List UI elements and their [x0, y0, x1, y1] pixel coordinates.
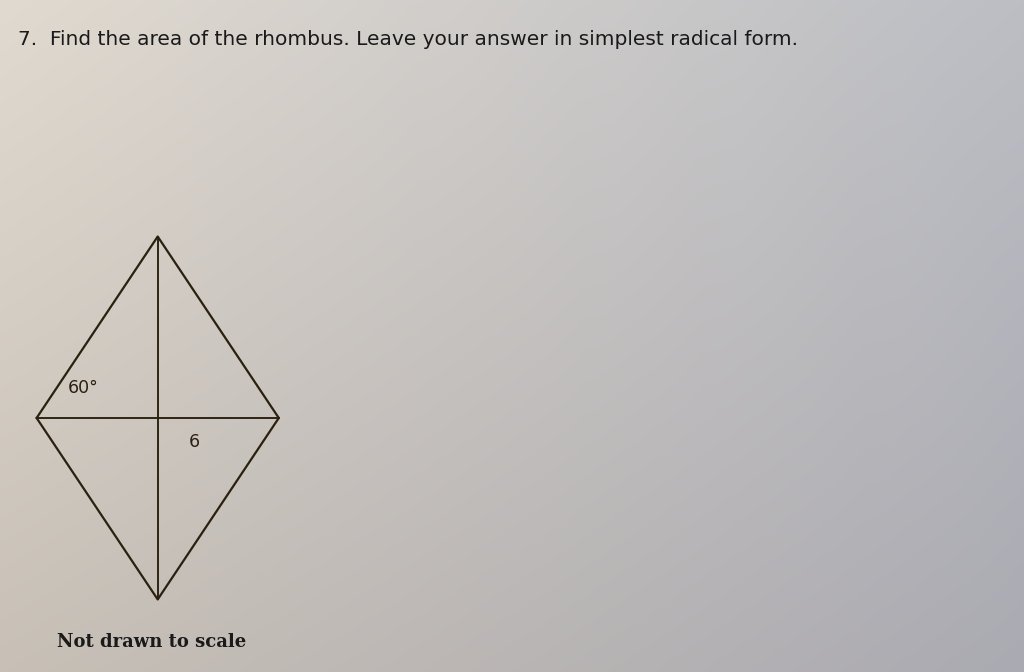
Text: 6: 6	[188, 433, 200, 451]
Text: 60°: 60°	[68, 379, 98, 396]
Text: Not drawn to scale: Not drawn to scale	[57, 633, 247, 650]
Text: 7.  Find the area of the rhombus. Leave your answer in simplest radical form.: 7. Find the area of the rhombus. Leave y…	[18, 30, 799, 49]
